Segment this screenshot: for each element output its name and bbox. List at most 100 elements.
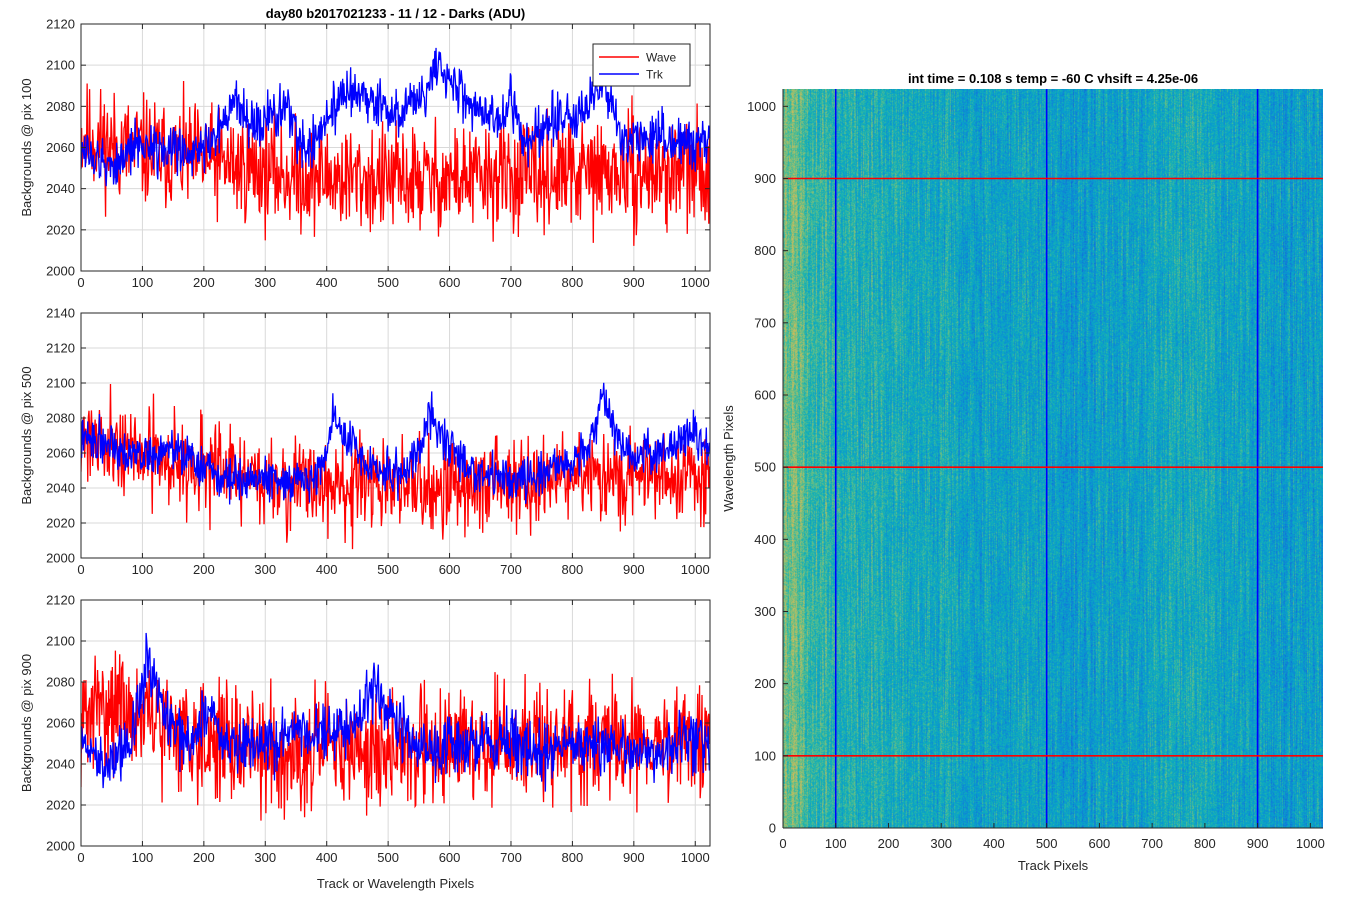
line-plot-pix-100: 0 100 200 300 400 500 600 700 800 900 1000 2000 2020… <box>19 6 711 290</box>
dark-frame-image-plot: 0 100 200 300 400 500 600 700 800 900 1000 0 100 200 3… <box>721 71 1325 873</box>
x-tick-label: 200 <box>193 275 215 290</box>
x-tick-label: 900 <box>623 275 645 290</box>
x-tick-label: 800 <box>1194 836 1216 851</box>
x-tick-label: 400 <box>316 275 338 290</box>
x-tick-label: 500 <box>377 562 399 577</box>
y-tick-label: 900 <box>754 171 776 186</box>
x-tick-label: 800 <box>562 275 584 290</box>
x-tick-label: 1000 <box>681 275 710 290</box>
y-tick-label: 0 <box>769 821 776 836</box>
y-axis-label: Backgrounds @ pix 100 <box>19 78 34 216</box>
y-tick-label: 2120 <box>46 593 75 608</box>
x-tick-label: 600 <box>439 850 461 865</box>
y-tick-label: 2100 <box>46 376 75 391</box>
y-tick-label: 2080 <box>46 99 75 114</box>
x-tick-label: 900 <box>623 850 645 865</box>
x-tick-label: 0 <box>77 850 84 865</box>
legend-label-wave: Wave <box>646 51 677 65</box>
y-axis-label: Backgrounds @ pix 500 <box>19 366 34 504</box>
x-tick-label: 300 <box>254 562 276 577</box>
series-wave-line <box>81 650 710 821</box>
chart-title: int time = 0.108 s temp = -60 C vhsift =… <box>908 71 1198 86</box>
x-tick-label: 700 <box>500 850 522 865</box>
y-tick-label: 2100 <box>46 58 75 73</box>
y-tick-label: 2080 <box>46 675 75 690</box>
y-tick-label: 100 <box>754 748 776 763</box>
y-axis-label: Wavelength Pixels <box>721 405 736 512</box>
x-axis-label: Track Pixels <box>1018 858 1089 873</box>
y-tick-label: 2060 <box>46 446 75 461</box>
x-tick-label: 600 <box>439 275 461 290</box>
line-plot-pix-500: 0 100 200 300 400 500 600 700 800 900 1000 2000 2020… <box>19 306 711 577</box>
x-tick-label: 800 <box>562 850 584 865</box>
series-trk-line <box>81 632 710 792</box>
y-tick-label: 2100 <box>46 634 75 649</box>
x-tick-label: 800 <box>562 562 584 577</box>
y-tick-label: 2080 <box>46 411 75 426</box>
y-tick-label: 500 <box>754 460 776 475</box>
y-tick-label: 2000 <box>46 839 75 854</box>
x-tick-label: 600 <box>439 562 461 577</box>
x-tick-label: 100 <box>132 562 154 577</box>
x-tick-label: 100 <box>825 836 847 851</box>
y-tick-label: 2060 <box>46 140 75 155</box>
x-tick-label: 700 <box>1141 836 1163 851</box>
x-tick-label: 200 <box>878 836 900 851</box>
y-tick-label: 2040 <box>46 481 75 496</box>
y-tick-label: 2120 <box>46 341 75 356</box>
dark-frame-image <box>783 89 1323 828</box>
series-trk-line <box>81 382 710 505</box>
x-tick-label: 400 <box>983 836 1005 851</box>
y-axis-label: Backgrounds @ pix 900 <box>19 654 34 792</box>
x-tick-label: 100 <box>132 850 154 865</box>
x-tick-label: 500 <box>1036 836 1058 851</box>
y-tick-label: 2140 <box>46 306 75 321</box>
plot-area <box>81 313 710 558</box>
x-tick-label: 500 <box>377 850 399 865</box>
y-tick-label: 600 <box>754 387 776 402</box>
y-tick-label: 800 <box>754 243 776 258</box>
y-tick-label: 2120 <box>46 17 75 32</box>
y-tick-label: 2040 <box>46 757 75 772</box>
x-tick-label: 400 <box>316 850 338 865</box>
y-tick-label: 2020 <box>46 222 75 237</box>
x-tick-label: 1000 <box>1296 836 1325 851</box>
y-tick-label: 2000 <box>46 264 75 279</box>
legend-box <box>592 43 691 87</box>
x-tick-label: 0 <box>77 562 84 577</box>
y-tick-label: 300 <box>754 604 776 619</box>
x-tick-label: 400 <box>316 562 338 577</box>
y-tick-label: 700 <box>754 315 776 330</box>
x-tick-label: 300 <box>254 275 276 290</box>
x-tick-label: 900 <box>1247 836 1269 851</box>
x-tick-label: 900 <box>623 562 645 577</box>
axes-frame <box>80 312 711 559</box>
y-tick-label: 2000 <box>46 551 75 566</box>
y-tick-label: 2020 <box>46 516 75 531</box>
x-tick-label: 100 <box>132 275 154 290</box>
x-tick-label: 700 <box>500 275 522 290</box>
line-plot-pix-900: 0 100 200 300 400 500 600 700 800 900 1000 2000 2020… <box>19 593 711 891</box>
x-tick-label: 1000 <box>681 562 710 577</box>
x-tick-label: 300 <box>254 850 276 865</box>
y-tick-label: 400 <box>754 532 776 547</box>
y-tick-label: 1000 <box>747 99 776 114</box>
y-tick-label: 2060 <box>46 716 75 731</box>
series-wave-line <box>81 81 710 246</box>
x-tick-label: 600 <box>1089 836 1111 851</box>
x-tick-label: 0 <box>77 275 84 290</box>
x-tick-label: 700 <box>500 562 522 577</box>
x-tick-label: 200 <box>193 850 215 865</box>
y-tick-label: 200 <box>754 676 776 691</box>
x-tick-label: 200 <box>193 562 215 577</box>
legend-label-trk: Trk <box>646 68 664 82</box>
legend: Wave Trk <box>592 43 691 87</box>
y-tick-label: 2020 <box>46 798 75 813</box>
x-tick-label: 500 <box>377 275 399 290</box>
chart-title: day80 b2017021233 - 11 / 12 - Darks (ADU… <box>266 6 525 21</box>
y-tick-label: 2040 <box>46 181 75 196</box>
x-tick-label: 0 <box>779 836 786 851</box>
x-tick-label: 300 <box>930 836 952 851</box>
x-tick-label: 1000 <box>681 850 710 865</box>
